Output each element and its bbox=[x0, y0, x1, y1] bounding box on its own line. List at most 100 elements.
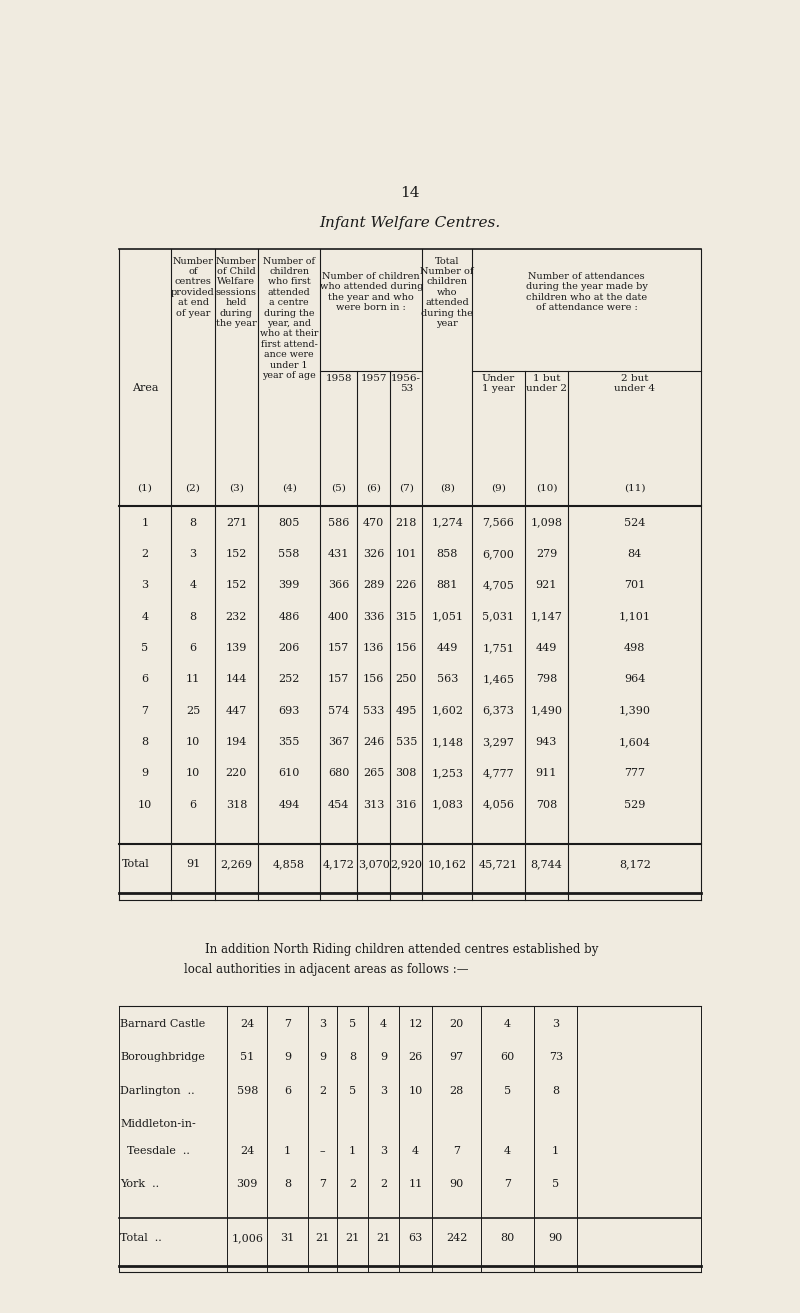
Text: 1957: 1957 bbox=[361, 374, 387, 383]
Text: 21: 21 bbox=[346, 1233, 360, 1242]
Text: 5,031: 5,031 bbox=[482, 612, 514, 621]
Text: 881: 881 bbox=[437, 580, 458, 591]
Text: 524: 524 bbox=[624, 517, 646, 528]
Text: Number of attendances
during the year made by
children who at the date
of attend: Number of attendances during the year ma… bbox=[526, 272, 648, 312]
Text: 586: 586 bbox=[328, 517, 350, 528]
Text: Area: Area bbox=[132, 383, 158, 393]
Text: 2,269: 2,269 bbox=[221, 859, 253, 869]
Text: (4): (4) bbox=[282, 483, 297, 492]
Text: 8: 8 bbox=[190, 517, 197, 528]
Text: In addition North Riding children attended centres established by: In addition North Riding children attend… bbox=[206, 943, 598, 956]
Text: 680: 680 bbox=[328, 768, 350, 779]
Text: (3): (3) bbox=[229, 483, 244, 492]
Text: 8: 8 bbox=[142, 737, 149, 747]
Text: 529: 529 bbox=[624, 800, 646, 810]
Text: 11: 11 bbox=[408, 1179, 422, 1190]
Text: 3,070: 3,070 bbox=[358, 859, 390, 869]
Text: 708: 708 bbox=[536, 800, 557, 810]
Text: 4: 4 bbox=[380, 1019, 387, 1029]
Text: 6: 6 bbox=[190, 800, 197, 810]
Text: 2: 2 bbox=[142, 549, 149, 559]
Text: 1: 1 bbox=[552, 1146, 559, 1155]
Text: 5: 5 bbox=[349, 1019, 356, 1029]
Text: 90: 90 bbox=[549, 1233, 563, 1242]
Text: 3: 3 bbox=[319, 1019, 326, 1029]
Text: 3: 3 bbox=[552, 1019, 559, 1029]
Text: 80: 80 bbox=[501, 1233, 514, 1242]
Text: 1,490: 1,490 bbox=[530, 705, 562, 716]
Text: Number
of
centres
provided
at end
of year: Number of centres provided at end of yea… bbox=[171, 256, 215, 318]
Text: 366: 366 bbox=[328, 580, 350, 591]
Text: 5: 5 bbox=[142, 643, 149, 653]
Text: 911: 911 bbox=[536, 768, 557, 779]
Text: 84: 84 bbox=[628, 549, 642, 559]
Text: 9: 9 bbox=[380, 1052, 387, 1062]
Text: 4: 4 bbox=[190, 580, 197, 591]
Text: 964: 964 bbox=[624, 675, 646, 684]
Text: Total  ..: Total .. bbox=[121, 1233, 162, 1242]
Text: Total: Total bbox=[122, 859, 150, 869]
Text: Number
of Child
Welfare
sessions
held
during
the year: Number of Child Welfare sessions held du… bbox=[216, 256, 257, 328]
Text: 447: 447 bbox=[226, 705, 247, 716]
Text: 7: 7 bbox=[142, 705, 149, 716]
Text: 701: 701 bbox=[624, 580, 646, 591]
Text: Total
Number of
children
who
attended
during the
year: Total Number of children who attended du… bbox=[421, 256, 474, 328]
Text: 798: 798 bbox=[536, 675, 557, 684]
Text: 5: 5 bbox=[552, 1179, 559, 1190]
Text: 1,147: 1,147 bbox=[530, 612, 562, 621]
Text: 400: 400 bbox=[328, 612, 350, 621]
Text: 28: 28 bbox=[450, 1086, 464, 1096]
Text: Teesdale  ..: Teesdale .. bbox=[121, 1146, 190, 1155]
Text: Number of
children
who first
attended
a centre
during the
year, and
who at their: Number of children who first attended a … bbox=[260, 256, 318, 379]
Text: 1: 1 bbox=[142, 517, 149, 528]
Text: 194: 194 bbox=[226, 737, 247, 747]
Text: 6: 6 bbox=[142, 675, 149, 684]
Text: 10: 10 bbox=[186, 768, 200, 779]
Text: 91: 91 bbox=[186, 859, 200, 869]
Text: 24: 24 bbox=[240, 1019, 254, 1029]
Text: 4,056: 4,056 bbox=[482, 800, 514, 810]
Text: 218: 218 bbox=[395, 517, 417, 528]
Text: (11): (11) bbox=[624, 483, 646, 492]
Text: 4,705: 4,705 bbox=[482, 580, 514, 591]
Text: 921: 921 bbox=[536, 580, 557, 591]
Text: 449: 449 bbox=[437, 643, 458, 653]
Text: 1,602: 1,602 bbox=[431, 705, 463, 716]
Text: 777: 777 bbox=[624, 768, 646, 779]
Text: 8: 8 bbox=[190, 612, 197, 621]
Text: 2: 2 bbox=[380, 1179, 387, 1190]
Text: 5: 5 bbox=[504, 1086, 511, 1096]
Text: (9): (9) bbox=[491, 483, 506, 492]
Text: 25: 25 bbox=[186, 705, 200, 716]
Text: 63: 63 bbox=[408, 1233, 422, 1242]
Text: 3: 3 bbox=[142, 580, 149, 591]
Text: 10: 10 bbox=[138, 800, 152, 810]
Text: 271: 271 bbox=[226, 517, 247, 528]
Text: 4: 4 bbox=[412, 1146, 419, 1155]
Text: 226: 226 bbox=[395, 580, 417, 591]
Text: 574: 574 bbox=[328, 705, 350, 716]
Text: (2): (2) bbox=[186, 483, 201, 492]
Text: York  ..: York .. bbox=[121, 1179, 159, 1190]
Text: Under
1 year: Under 1 year bbox=[482, 374, 515, 394]
Text: 3,297: 3,297 bbox=[482, 737, 514, 747]
Text: (10): (10) bbox=[536, 483, 557, 492]
Text: 1: 1 bbox=[284, 1146, 291, 1155]
Text: 4,172: 4,172 bbox=[322, 859, 354, 869]
Text: 73: 73 bbox=[549, 1052, 562, 1062]
Text: 246: 246 bbox=[363, 737, 385, 747]
Text: 1958: 1958 bbox=[326, 374, 352, 383]
Text: 144: 144 bbox=[226, 675, 247, 684]
Text: (8): (8) bbox=[440, 483, 454, 492]
Text: 8: 8 bbox=[349, 1052, 356, 1062]
Text: 318: 318 bbox=[226, 800, 247, 810]
Text: (5): (5) bbox=[331, 483, 346, 492]
Text: 139: 139 bbox=[226, 643, 247, 653]
Text: Number of children
who attended during
the year and who
were born in :: Number of children who attended during t… bbox=[319, 272, 423, 312]
Text: 7: 7 bbox=[319, 1179, 326, 1190]
Text: 6: 6 bbox=[190, 643, 197, 653]
Text: 2 but
under 4: 2 but under 4 bbox=[614, 374, 655, 394]
Text: 24: 24 bbox=[240, 1146, 254, 1155]
Text: 10: 10 bbox=[408, 1086, 422, 1096]
Text: 3: 3 bbox=[380, 1086, 387, 1096]
